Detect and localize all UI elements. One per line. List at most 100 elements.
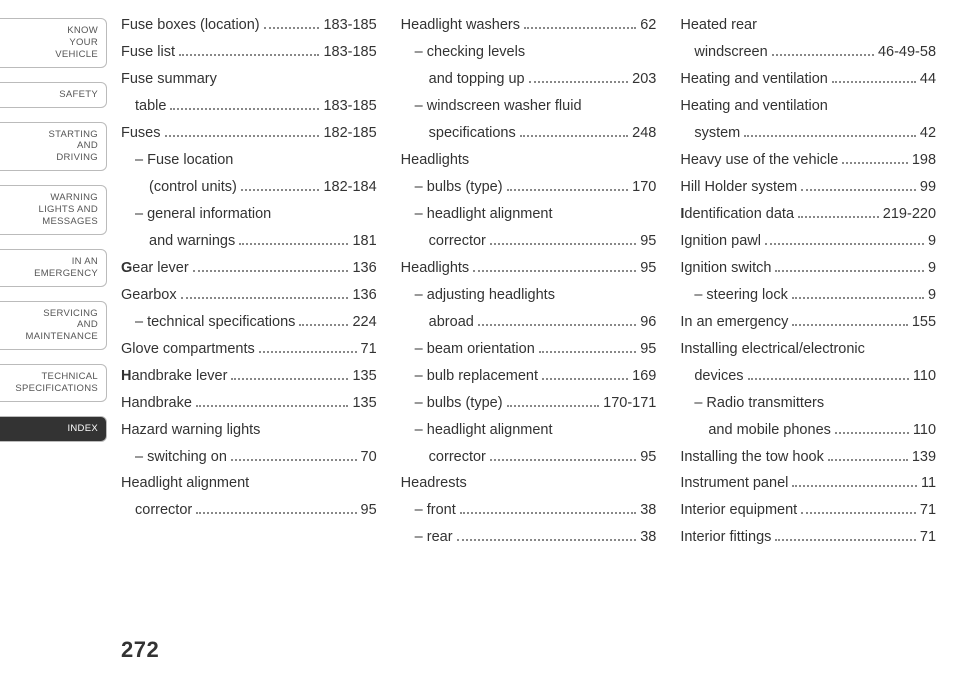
index-entry: and topping up203 <box>401 68 657 90</box>
chapter-tab-line: LIGHTS AND <box>6 204 98 216</box>
index-entry-label: Interior equipment <box>680 499 797 521</box>
dot-leader <box>299 324 348 326</box>
dot-leader <box>835 432 909 434</box>
index-entry-label: – rear <box>415 526 453 548</box>
index-entry-page: 95 <box>640 230 656 252</box>
index-entry-label: – bulbs (type) <box>415 392 503 414</box>
index-entry-label: Headlight washers <box>401 14 520 36</box>
dot-leader <box>196 405 349 407</box>
dot-leader <box>765 243 924 245</box>
dot-leader <box>524 27 636 29</box>
index-entry-page: 170-171 <box>603 392 656 414</box>
index-entry: system42 <box>680 122 936 144</box>
dot-leader <box>507 189 629 191</box>
index-entry-page: 198 <box>912 149 936 171</box>
index-entry-page: 183-185 <box>323 41 376 63</box>
chapter-tab-safety[interactable]: SAFETY <box>0 82 107 108</box>
index-entry: Ignition switch9 <box>680 257 936 279</box>
dot-leader <box>801 189 916 191</box>
chapter-tab-servicing-and-maintenance[interactable]: SERVICINGANDMAINTENANCE <box>0 301 107 351</box>
chapter-tab-starting-and-driving[interactable]: STARTINGANDDRIVING <box>0 122 107 172</box>
index-entry-label: – headlight alignment <box>415 203 553 225</box>
index-entry-page: 9 <box>928 257 936 279</box>
dot-leader <box>473 270 636 272</box>
index-entry-label: specifications <box>429 122 516 144</box>
chapter-tab-line: TECHNICAL <box>6 371 98 383</box>
index-entry-label: (control units) <box>149 176 237 198</box>
index-entry-label: Interior fittings <box>680 526 771 548</box>
index-entry: Fuses182-185 <box>121 122 377 144</box>
index-entry-page: 183-185 <box>323 95 376 117</box>
index-entry-label: – adjusting headlights <box>415 284 555 306</box>
index-section-letter: H <box>121 368 131 384</box>
index-entry-page: 135 <box>352 365 376 387</box>
index-entry: – headlight alignment <box>401 419 657 441</box>
index-entry: Installing the tow hook139 <box>680 446 936 468</box>
index-entry: Installing electrical/electronic <box>680 338 936 360</box>
index-entry-label: Fuse summary <box>121 68 217 90</box>
index-entry-rest: dentification data <box>684 206 794 222</box>
index-entry: – headlight alignment <box>401 203 657 225</box>
chapter-tab-line: DRIVING <box>6 152 98 164</box>
index-entry: Headlights <box>401 149 657 171</box>
index-entry-label: – front <box>415 499 456 521</box>
index-entry-label: and warnings <box>149 230 235 252</box>
index-entry-label: Hazard warning lights <box>121 419 260 441</box>
chapter-tab-line: MESSAGES <box>6 216 98 228</box>
index-entry: Heating and ventilation <box>680 95 936 117</box>
index-entry-page: 110 <box>913 365 936 387</box>
dot-leader <box>490 459 636 461</box>
index-entry-label: Installing electrical/electronic <box>680 338 865 360</box>
index-entry-label: Heated rear <box>680 14 757 36</box>
chapter-tab-in-an-emergency[interactable]: IN ANEMERGENCY <box>0 249 107 287</box>
index-entry-page: 95 <box>640 446 656 468</box>
index-entry-page: 11 <box>921 472 936 494</box>
chapter-tab-index[interactable]: INDEX <box>0 416 107 442</box>
chapter-tab-line: WARNING <box>6 192 98 204</box>
index-entry-label: devices <box>694 365 743 387</box>
index-entry: Headlight alignment <box>121 472 377 494</box>
page-number: 272 <box>121 637 936 663</box>
chapter-tab-know-your-vehicle[interactable]: KNOWYOURVEHICLE <box>0 18 107 68</box>
index-entry-label: system <box>694 122 740 144</box>
chapter-tab-line: YOUR <box>6 37 98 49</box>
chapter-tab-line: SERVICING <box>6 308 98 320</box>
index-entry-page: 136 <box>352 284 376 306</box>
index-entry: Fuse boxes (location)183-185 <box>121 14 377 36</box>
index-entry-label: Headrests <box>401 472 467 494</box>
chapter-tab-technical-specifications[interactable]: TECHNICALSPECIFICATIONS <box>0 364 107 402</box>
index-entry: – switching on70 <box>121 446 377 468</box>
index-entry: Headlights95 <box>401 257 657 279</box>
index-entry-page: 46-49-58 <box>878 41 936 63</box>
index-entry-label: Instrument panel <box>680 472 788 494</box>
index-entry-page: 155 <box>912 311 936 333</box>
chapter-tab-warning-lights-and-messages[interactable]: WARNINGLIGHTS ANDMESSAGES <box>0 185 107 235</box>
index-entry-label: – Fuse location <box>135 149 233 171</box>
index-entry-page: 9 <box>928 230 936 252</box>
index-entry: corrector95 <box>401 230 657 252</box>
index-entry-page: 169 <box>632 365 656 387</box>
index-entry: – bulbs (type)170 <box>401 176 657 198</box>
dot-leader <box>170 108 319 110</box>
index-entry-page: 99 <box>920 176 936 198</box>
index-entry: devices 110 <box>680 365 936 387</box>
index-entry-label: and mobile phones <box>708 419 831 441</box>
dot-leader <box>490 243 636 245</box>
index-content: Fuse boxes (location)183-185 Fuse list183… <box>107 0 954 673</box>
index-entry-page: 71 <box>361 338 377 360</box>
index-entry-label: and topping up <box>429 68 525 90</box>
index-entry-rest: andbrake lever <box>131 368 227 384</box>
dot-leader <box>478 324 636 326</box>
dot-leader <box>792 297 924 299</box>
dot-leader <box>259 351 357 353</box>
index-entry: Glove compartments71 <box>121 338 377 360</box>
index-entry: (control units)182-184 <box>121 176 377 198</box>
index-entry-page: 248 <box>632 122 656 144</box>
index-entry: Ignition pawl9 <box>680 230 936 252</box>
index-entry-page: 95 <box>640 338 656 360</box>
index-entry-label: windscreen <box>694 41 767 63</box>
index-entry: – steering lock9 <box>680 284 936 306</box>
index-entry-label: – switching on <box>135 446 227 468</box>
dot-leader <box>231 378 348 380</box>
index-entry: Fuse list183-185 <box>121 41 377 63</box>
